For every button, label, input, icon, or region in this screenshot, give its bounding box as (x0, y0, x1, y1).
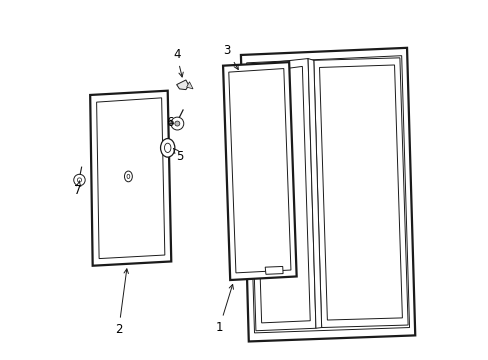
Polygon shape (264, 266, 283, 274)
Polygon shape (228, 68, 290, 273)
Text: 7: 7 (74, 181, 81, 197)
Polygon shape (223, 62, 296, 280)
Polygon shape (307, 59, 321, 328)
Polygon shape (253, 66, 309, 323)
Ellipse shape (124, 171, 132, 182)
Text: 2: 2 (115, 269, 128, 336)
Text: 1: 1 (215, 284, 233, 334)
Polygon shape (313, 58, 407, 328)
Polygon shape (319, 65, 402, 320)
Ellipse shape (164, 143, 171, 153)
Polygon shape (176, 80, 188, 90)
Circle shape (77, 178, 81, 182)
Text: 3: 3 (223, 44, 238, 69)
Polygon shape (241, 48, 414, 342)
Polygon shape (90, 91, 171, 266)
Text: 4: 4 (173, 48, 183, 77)
Polygon shape (97, 98, 164, 258)
Circle shape (171, 117, 183, 130)
Circle shape (74, 174, 85, 186)
Ellipse shape (160, 139, 175, 157)
Ellipse shape (127, 174, 130, 179)
Polygon shape (247, 59, 315, 331)
Circle shape (175, 121, 180, 126)
Polygon shape (246, 56, 408, 333)
Text: 6: 6 (165, 116, 173, 129)
Polygon shape (186, 82, 193, 89)
Text: 5: 5 (173, 148, 183, 163)
